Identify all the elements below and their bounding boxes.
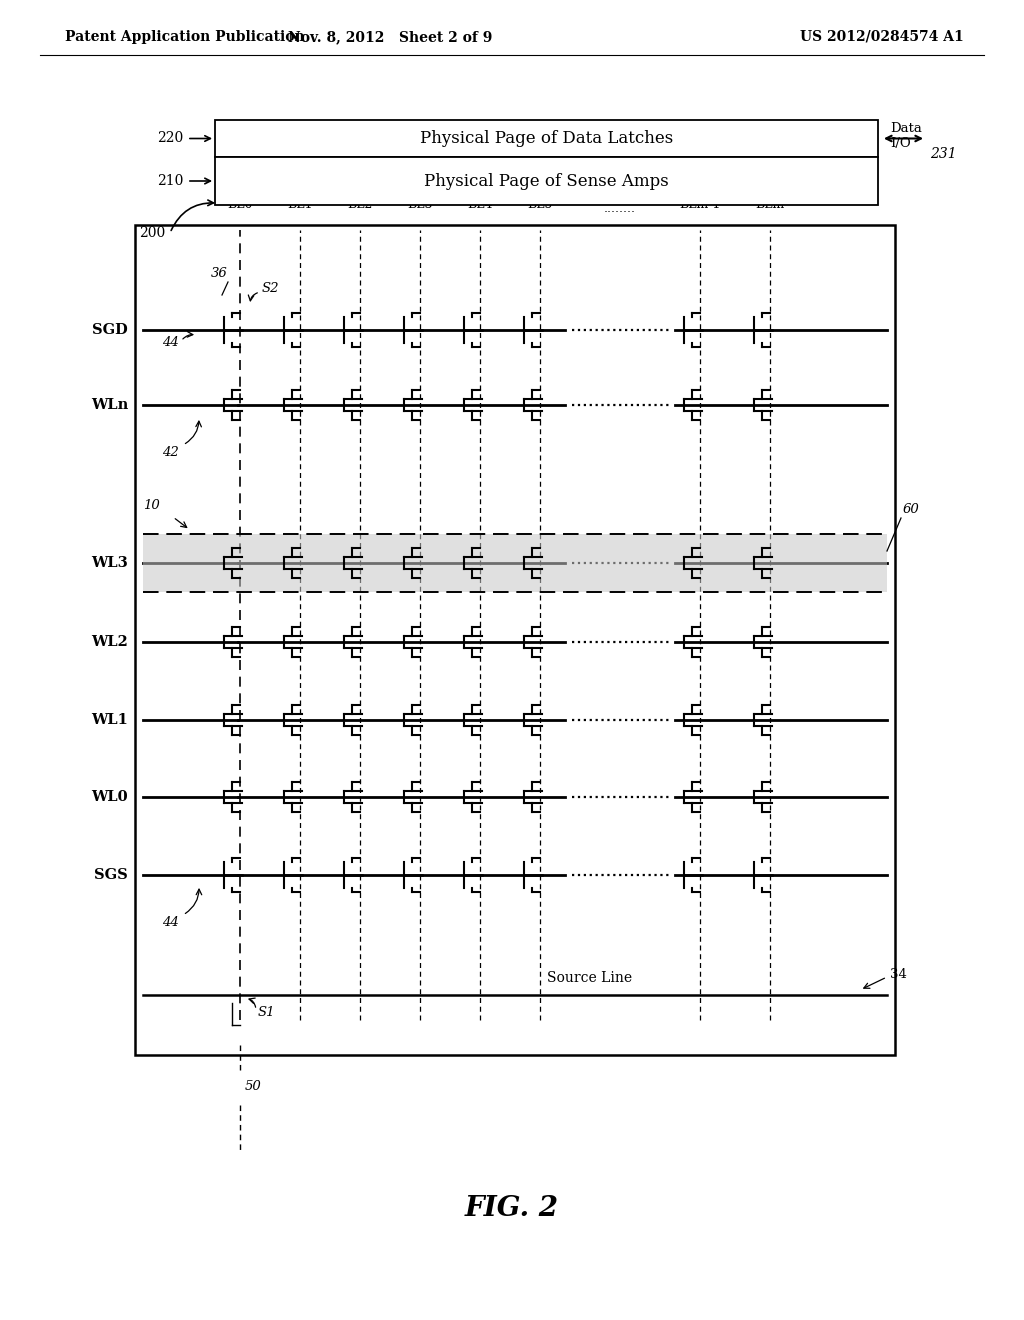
- Text: 50: 50: [245, 1081, 262, 1093]
- Bar: [135, 224, 895, 1055]
- Text: BL0: BL0: [227, 198, 253, 211]
- Text: 10: 10: [143, 499, 160, 512]
- Text: BL1: BL1: [288, 198, 312, 211]
- Text: BLm-1: BLm-1: [679, 198, 721, 211]
- Text: WLn: WLn: [91, 399, 128, 412]
- Text: SGS: SGS: [94, 869, 128, 882]
- Bar: [143, 535, 887, 591]
- Text: 60: 60: [903, 503, 920, 516]
- Text: 36: 36: [211, 267, 228, 280]
- Bar: [215, 157, 878, 205]
- Text: BL3: BL3: [408, 198, 433, 211]
- Text: 220: 220: [157, 132, 183, 145]
- Text: WL3: WL3: [91, 556, 128, 570]
- Text: Source Line: Source Line: [548, 972, 633, 985]
- Text: ........: ........: [604, 202, 636, 215]
- Text: 231: 231: [930, 148, 956, 161]
- Text: Nov. 8, 2012   Sheet 2 of 9: Nov. 8, 2012 Sheet 2 of 9: [288, 30, 493, 44]
- Text: US 2012/0284574 A1: US 2012/0284574 A1: [800, 30, 964, 44]
- Text: BLm: BLm: [756, 198, 784, 211]
- Text: 34: 34: [890, 969, 907, 982]
- Text: Physical Page of Data Latches: Physical Page of Data Latches: [420, 129, 673, 147]
- Text: 210: 210: [157, 174, 183, 187]
- Text: FIG. 2: FIG. 2: [465, 1195, 559, 1221]
- Text: WL0: WL0: [91, 789, 128, 804]
- Text: BL4: BL4: [467, 198, 493, 211]
- Text: 42: 42: [162, 446, 178, 459]
- Text: Physical Page of Sense Amps: Physical Page of Sense Amps: [424, 173, 669, 190]
- Text: 44: 44: [162, 916, 178, 929]
- Text: Patent Application Publication: Patent Application Publication: [65, 30, 304, 44]
- Text: 44: 44: [162, 335, 178, 348]
- Text: SGD: SGD: [92, 323, 128, 337]
- Bar: [215, 120, 878, 157]
- Text: BL5: BL5: [527, 198, 553, 211]
- Text: WL2: WL2: [91, 635, 128, 649]
- Text: BL2: BL2: [347, 198, 373, 211]
- Text: S1: S1: [258, 1006, 275, 1019]
- Text: WL1: WL1: [91, 713, 128, 727]
- Text: Data
I/O: Data I/O: [890, 121, 922, 150]
- Text: 200: 200: [138, 226, 165, 240]
- Text: S2: S2: [262, 281, 280, 294]
